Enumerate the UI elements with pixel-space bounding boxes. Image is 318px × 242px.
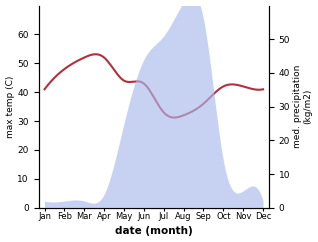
Y-axis label: max temp (C): max temp (C) bbox=[5, 76, 15, 138]
Y-axis label: med. precipitation
(kg/m2): med. precipitation (kg/m2) bbox=[293, 65, 313, 148]
X-axis label: date (month): date (month) bbox=[115, 227, 193, 236]
